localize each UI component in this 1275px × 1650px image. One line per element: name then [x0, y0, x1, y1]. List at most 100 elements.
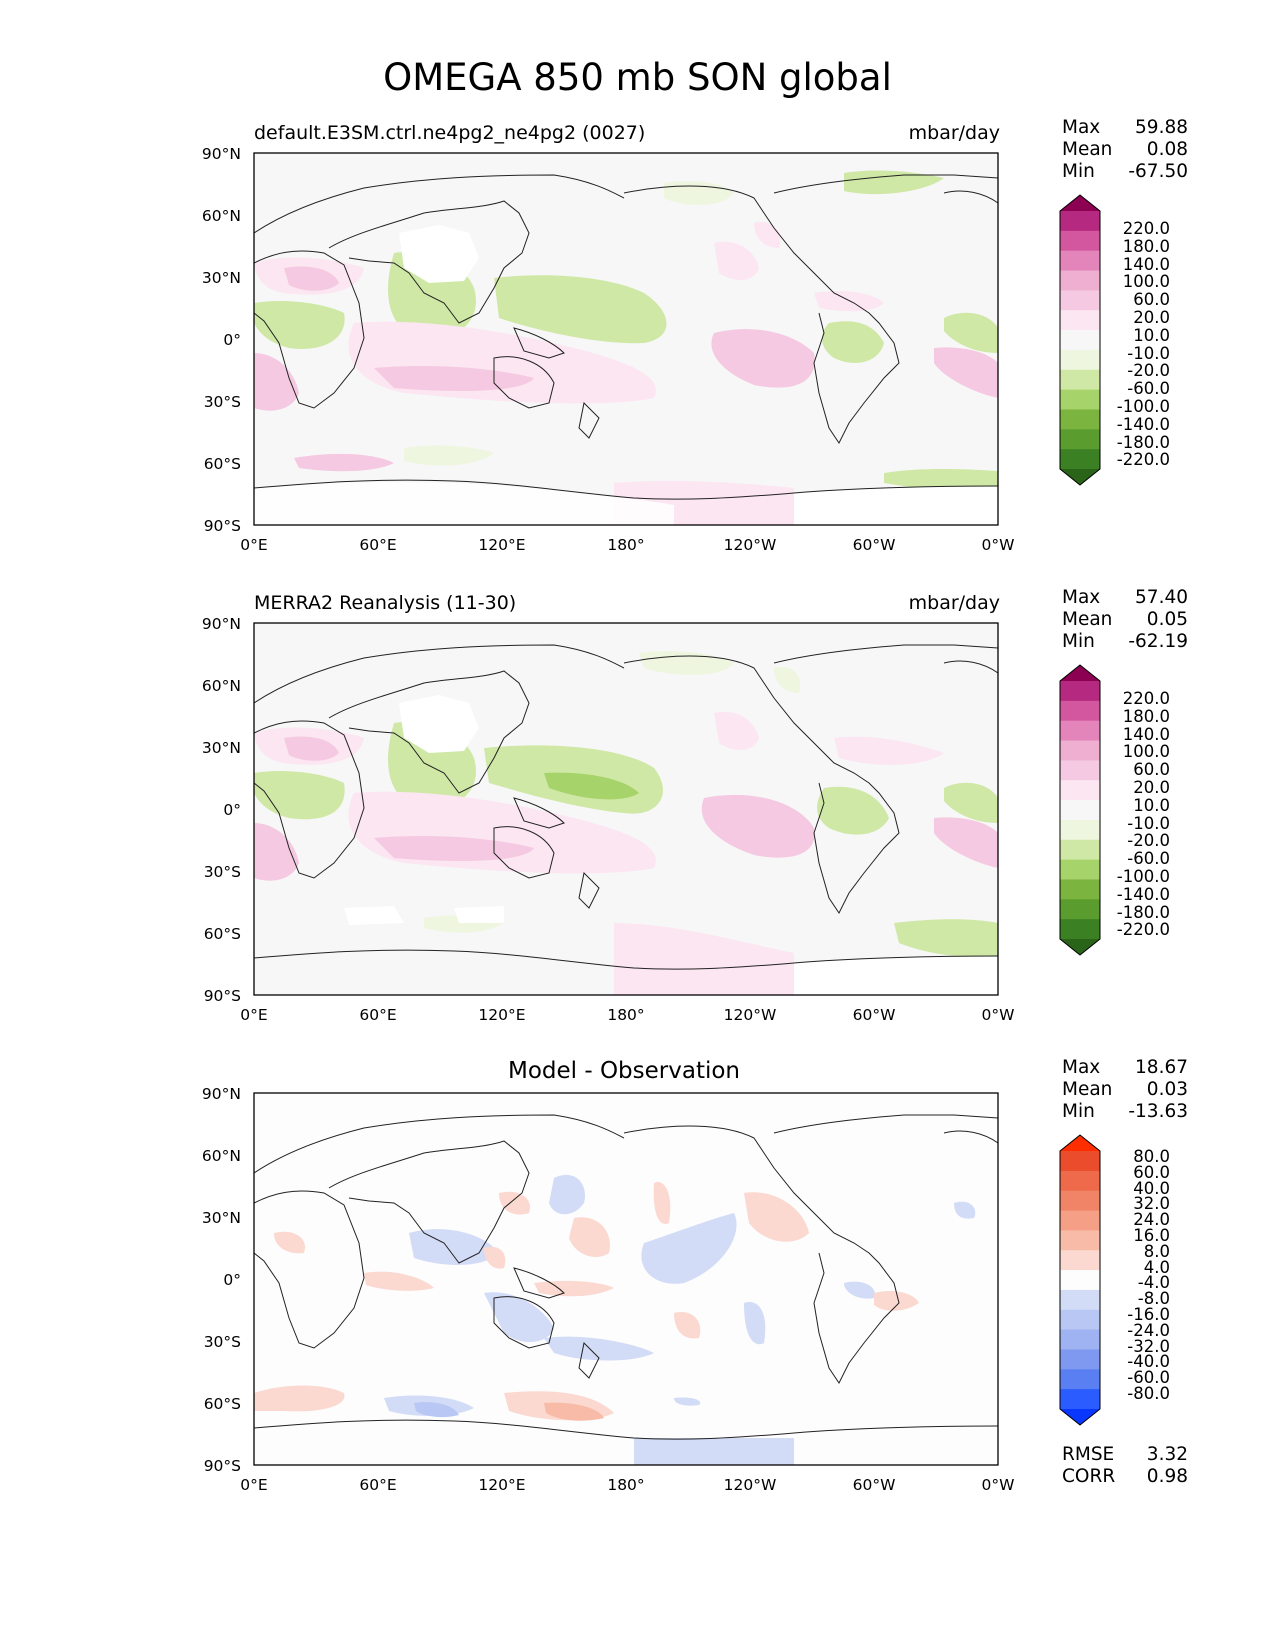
xtick: 60°W — [852, 1476, 896, 1494]
ytick: 0° — [223, 1271, 241, 1289]
colorbar-tick-label: -60.0 — [1127, 379, 1170, 399]
ytick: 60°N — [201, 207, 241, 225]
ytick: 30°S — [203, 1333, 241, 1351]
colorbar-level — [1060, 1369, 1100, 1390]
colorbar-tick-label: -220.0 — [1116, 920, 1170, 940]
colorbar-level — [1060, 1389, 1100, 1410]
colorbar-level — [1060, 1250, 1100, 1271]
xtick: 0°W — [981, 1006, 1015, 1024]
panel-test-units: mbar/day — [908, 122, 1000, 144]
colorbar-tick-label: -20.0 — [1127, 361, 1170, 381]
colorbar-tick-label: 20.0 — [1133, 778, 1170, 797]
colorbar-level — [1060, 270, 1100, 291]
colorbar-tick-label: -8.0 — [1137, 1289, 1170, 1309]
xtick: 120°E — [478, 536, 526, 554]
omega-field-test — [254, 170, 998, 525]
panel-reference-title: MERRA2 Reanalysis (11-30) — [254, 592, 517, 614]
xtick: 0°E — [240, 1006, 268, 1024]
xtick: 60°E — [359, 1006, 397, 1024]
coastlines-difference — [253, 1114, 999, 1440]
xtick: 0°E — [240, 1476, 268, 1494]
ytick: 60°S — [203, 455, 241, 473]
colorbar-outline — [1059, 664, 1101, 956]
colorbar-level — [1060, 1409, 1100, 1425]
panel-reference-units: mbar/day — [908, 592, 1000, 614]
colorbar-tick-label: -32.0 — [1127, 1336, 1170, 1356]
xtick: 120°W — [723, 1006, 777, 1024]
colorbar-tick-label: 220.0 — [1122, 689, 1170, 708]
xtick: 180° — [607, 1476, 645, 1494]
colorbar-tick-label: 16.0 — [1133, 1226, 1170, 1245]
colorbar-tick-label: 180.0 — [1122, 706, 1170, 726]
colorbar-reference — [1059, 664, 1101, 956]
colorbar-level — [1060, 859, 1100, 880]
colorbar-tick-label: 180.0 — [1122, 236, 1170, 256]
map-reference — [253, 622, 999, 996]
colorbar-tick-label: 140.0 — [1122, 724, 1170, 744]
ytick: 0° — [223, 331, 241, 349]
colorbar-level — [1060, 780, 1100, 801]
colorbar-level — [1060, 469, 1100, 485]
colorbar-level — [1060, 1210, 1100, 1231]
xtick: 0°W — [981, 1476, 1015, 1494]
colorbar-level — [1060, 389, 1100, 410]
colorbar-tick-label: 24.0 — [1133, 1210, 1170, 1230]
colorbar-tick-label: -20.0 — [1127, 831, 1170, 851]
colorbar-tick-label: 220.0 — [1122, 219, 1170, 238]
colorbar-level — [1060, 310, 1100, 331]
ytick: 90°S — [203, 517, 241, 535]
xtick: 60°E — [359, 536, 397, 554]
colorbar-tick-label: 20.0 — [1133, 308, 1170, 327]
colorbar-tick-label: -100.0 — [1116, 397, 1170, 416]
difference-field — [254, 1174, 976, 1465]
colorbar-test — [1059, 194, 1101, 486]
coastlines-reference — [253, 644, 999, 970]
omega-field-reference — [254, 651, 998, 995]
ytick: 60°N — [201, 1147, 241, 1165]
colorbar-tick-label: 100.0 — [1122, 272, 1170, 292]
colorbar-tick-label: -100.0 — [1116, 867, 1170, 886]
colorbar-level — [1060, 740, 1100, 761]
colorbar-level — [1060, 230, 1100, 252]
colorbar-level — [1060, 195, 1100, 211]
ytick: 60°N — [201, 677, 241, 695]
colorbar-level — [1060, 250, 1100, 272]
colorbar-tick-label: -16.0 — [1127, 1305, 1170, 1324]
colorbar-level — [1060, 409, 1100, 430]
ytick: 30°N — [201, 269, 241, 287]
colorbar-level — [1060, 1230, 1100, 1251]
xtick: 120°E — [478, 1476, 526, 1494]
ytick: 60°S — [203, 925, 241, 943]
colorbar-level — [1060, 879, 1100, 900]
ytick: 90°N — [201, 1085, 241, 1103]
colorbar-level — [1060, 1270, 1100, 1291]
ytick: 30°S — [203, 393, 241, 411]
colorbar-level — [1060, 1135, 1100, 1151]
panel-difference-title: Model - Observation — [507, 1058, 741, 1084]
xtick: 60°W — [852, 1006, 896, 1024]
colorbar-tick-label: -10.0 — [1127, 343, 1170, 363]
colorbar-level — [1060, 449, 1100, 470]
map-difference — [253, 1092, 999, 1466]
colorbar-tick-label: 60.0 — [1133, 290, 1170, 310]
colorbar-tick-label: -180.0 — [1116, 432, 1170, 452]
colorbar-tick-label: -220.0 — [1116, 450, 1170, 470]
xtick: 120°W — [723, 536, 777, 554]
colorbar-level — [1060, 720, 1100, 742]
colorbar-tick-label: -80.0 — [1127, 1384, 1170, 1403]
colorbar-tick-label: 8.0 — [1143, 1241, 1170, 1261]
colorbar-level — [1060, 665, 1100, 681]
colorbar-tick-label: -60.0 — [1127, 849, 1170, 869]
colorbar-level — [1060, 939, 1100, 955]
colorbar-level — [1060, 681, 1100, 702]
colorbar-tick-label: -24.0 — [1127, 1320, 1170, 1340]
ytick: 90°S — [203, 987, 241, 1005]
colorbar-level — [1060, 349, 1100, 371]
colorbar-tick-label: 4.0 — [1143, 1257, 1170, 1277]
ytick: 30°N — [201, 1209, 241, 1227]
colorbar-tick-label: -60.0 — [1127, 1368, 1170, 1388]
colorbar-level — [1060, 760, 1100, 781]
colorbar-level — [1060, 369, 1100, 391]
colorbar-tick-label: 100.0 — [1122, 742, 1170, 762]
ytick: 30°N — [201, 739, 241, 757]
